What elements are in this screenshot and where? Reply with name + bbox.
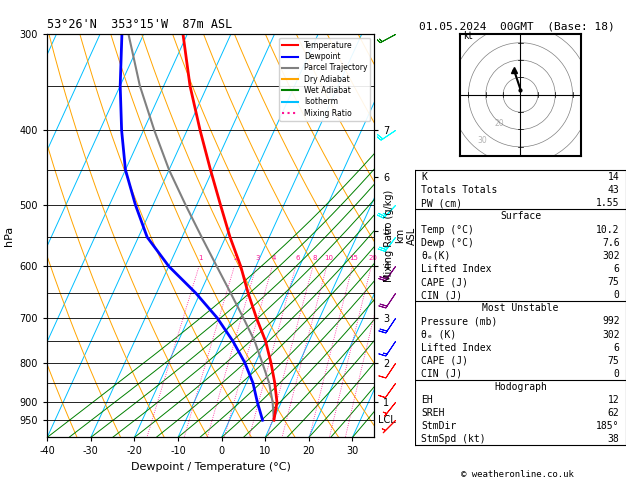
Text: 53°26'N  353°15'W  87m ASL: 53°26'N 353°15'W 87m ASL (47, 18, 233, 32)
Text: 6: 6 (614, 264, 620, 274)
Text: CIN (J): CIN (J) (421, 290, 462, 300)
Text: Pressure (mb): Pressure (mb) (421, 316, 498, 327)
Text: 30: 30 (477, 137, 487, 145)
Text: 7.6: 7.6 (602, 238, 620, 248)
Text: Temp (°C): Temp (°C) (421, 225, 474, 235)
Text: 6: 6 (614, 343, 620, 353)
Text: CAPE (J): CAPE (J) (421, 277, 469, 287)
Text: 302: 302 (602, 330, 620, 340)
Text: 38: 38 (608, 434, 620, 445)
X-axis label: Dewpoint / Temperature (°C): Dewpoint / Temperature (°C) (131, 462, 291, 472)
Text: 8: 8 (312, 255, 317, 260)
Text: CAPE (J): CAPE (J) (421, 356, 469, 366)
Text: CIN (J): CIN (J) (421, 369, 462, 379)
Text: PW (cm): PW (cm) (421, 198, 462, 208)
Legend: Temperature, Dewpoint, Parcel Trajectory, Dry Adiabat, Wet Adiabat, Isotherm, Mi: Temperature, Dewpoint, Parcel Trajectory… (279, 38, 370, 121)
Text: 75: 75 (608, 356, 620, 366)
Text: 10.2: 10.2 (596, 225, 620, 235)
Text: 43: 43 (608, 185, 620, 195)
Text: 2: 2 (234, 255, 238, 260)
Text: 6: 6 (295, 255, 299, 260)
Text: 01.05.2024  00GMT  (Base: 18): 01.05.2024 00GMT (Base: 18) (420, 21, 615, 32)
Text: Hodograph: Hodograph (494, 382, 547, 392)
Text: StmSpd (kt): StmSpd (kt) (421, 434, 486, 445)
Text: 10: 10 (324, 255, 333, 260)
Text: Totals Totals: Totals Totals (421, 185, 498, 195)
Y-axis label: km
ASL: km ASL (395, 226, 416, 245)
Text: 62: 62 (608, 408, 620, 418)
Text: 992: 992 (602, 316, 620, 327)
Text: 15: 15 (350, 255, 359, 260)
Text: StmDir: StmDir (421, 421, 457, 432)
Text: 4: 4 (272, 255, 276, 260)
Text: 3: 3 (255, 255, 260, 260)
Text: 12: 12 (608, 395, 620, 405)
Text: Mixing Ratio (g/kg): Mixing Ratio (g/kg) (384, 190, 394, 282)
Text: Lifted Index: Lifted Index (421, 343, 492, 353)
Text: EH: EH (421, 395, 433, 405)
Text: SREH: SREH (421, 408, 445, 418)
Text: Lifted Index: Lifted Index (421, 264, 492, 274)
Text: 14: 14 (608, 172, 620, 182)
Y-axis label: hPa: hPa (4, 226, 14, 246)
Text: Surface: Surface (500, 211, 541, 222)
Text: 185°: 185° (596, 421, 620, 432)
Text: Most Unstable: Most Unstable (482, 303, 559, 313)
Text: 20: 20 (494, 119, 504, 128)
Text: θₑ(K): θₑ(K) (421, 251, 451, 261)
Text: 20: 20 (369, 255, 377, 260)
Text: 0: 0 (614, 369, 620, 379)
Text: LCL: LCL (379, 415, 396, 425)
Text: K: K (421, 172, 427, 182)
Text: 75: 75 (608, 277, 620, 287)
Text: 1.55: 1.55 (596, 198, 620, 208)
Text: 0: 0 (614, 290, 620, 300)
Text: Dewp (°C): Dewp (°C) (421, 238, 474, 248)
Text: θₑ (K): θₑ (K) (421, 330, 457, 340)
Text: kt: kt (463, 31, 473, 41)
Text: 1: 1 (199, 255, 203, 260)
Text: 302: 302 (602, 251, 620, 261)
Text: © weatheronline.co.uk: © weatheronline.co.uk (461, 469, 574, 479)
